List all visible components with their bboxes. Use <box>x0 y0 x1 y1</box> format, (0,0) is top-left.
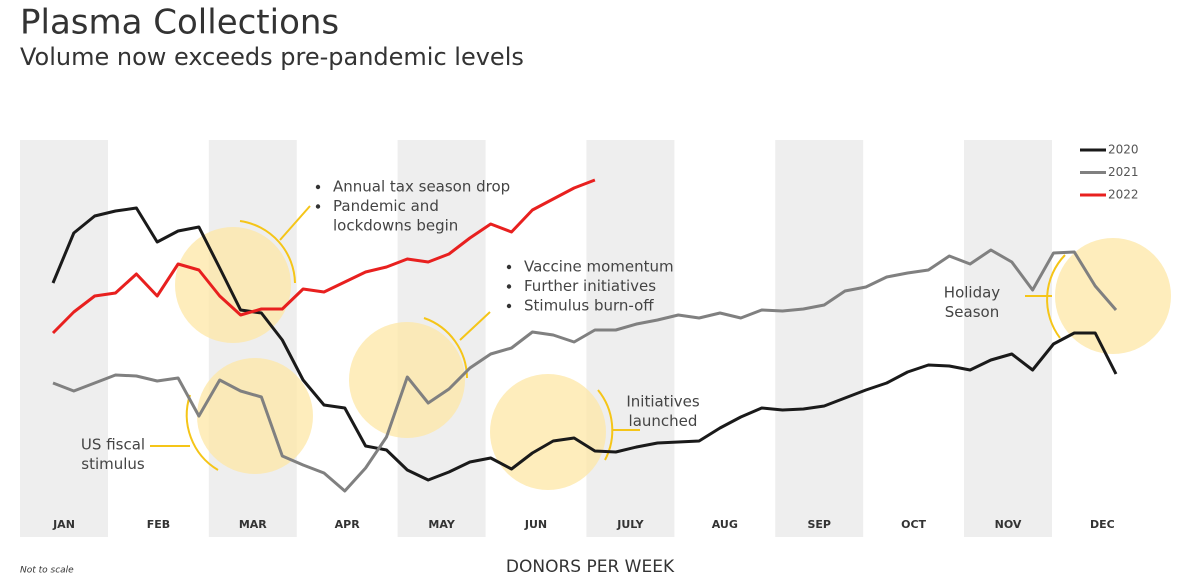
arc <box>185 394 219 471</box>
annotation: US fiscal <box>81 436 145 454</box>
x-tick-label: FEB <box>147 518 170 531</box>
annotation: launched <box>629 412 698 430</box>
bullet <box>506 303 512 309</box>
highlight <box>175 227 291 343</box>
annotation: Holiday <box>944 284 1001 302</box>
x-tick-label: NOV <box>995 518 1022 531</box>
annotation: Season <box>945 303 999 321</box>
series-line <box>51 178 596 335</box>
x-tick-label: AUG <box>712 518 738 531</box>
annotation: Annual tax season drop <box>333 178 510 196</box>
x-tick-label: APR <box>335 518 361 531</box>
x-tick-label: JUN <box>524 518 547 531</box>
bullet <box>315 184 321 190</box>
annotation: lockdowns begin <box>333 217 458 235</box>
highlight <box>1055 238 1171 354</box>
annotation: Vaccine momentum <box>524 258 674 276</box>
highlight <box>490 374 606 490</box>
bullet <box>506 284 512 289</box>
chart-subtitle: Volume now exceeds pre-pandemic levels <box>20 43 524 71</box>
leader <box>459 311 491 341</box>
legend-label: 2021 <box>1108 165 1139 179</box>
month-band <box>20 140 108 537</box>
legend-label: 2020 <box>1108 143 1139 157</box>
x-tick-label: MAY <box>428 518 455 531</box>
bullet <box>315 204 321 209</box>
callouts <box>150 205 1066 471</box>
x-tick-label: OCT <box>901 518 926 531</box>
leader <box>279 205 311 241</box>
legend-label: 2022 <box>1108 188 1139 202</box>
annotation: Initiatives <box>626 393 699 411</box>
x-tick-label: SEP <box>807 518 831 531</box>
month-band <box>964 140 1052 537</box>
annotation: Stimulus burn-off <box>524 297 654 315</box>
note: Not to scale <box>20 566 74 576</box>
annotation: stimulus <box>81 455 145 473</box>
series-line <box>52 248 1118 493</box>
x-tick-label: MAR <box>239 518 267 531</box>
x-tick-label: DEC <box>1090 518 1115 531</box>
x-axis-label: DONORS PER WEEK <box>506 557 675 577</box>
series-line <box>51 206 1118 482</box>
chart-title: Plasma Collections <box>20 3 339 43</box>
arc <box>423 317 468 379</box>
month-bands <box>20 140 1052 537</box>
annotation: Further initiatives <box>524 277 656 295</box>
month-band <box>586 140 675 537</box>
annotation: Pandemic and <box>333 197 439 215</box>
x-tick-label: JAN <box>52 518 75 531</box>
bullet <box>506 264 512 270</box>
arc <box>239 220 296 284</box>
month-band <box>775 140 864 537</box>
x-tick-label: JULY <box>616 518 644 531</box>
highlight <box>197 358 313 474</box>
